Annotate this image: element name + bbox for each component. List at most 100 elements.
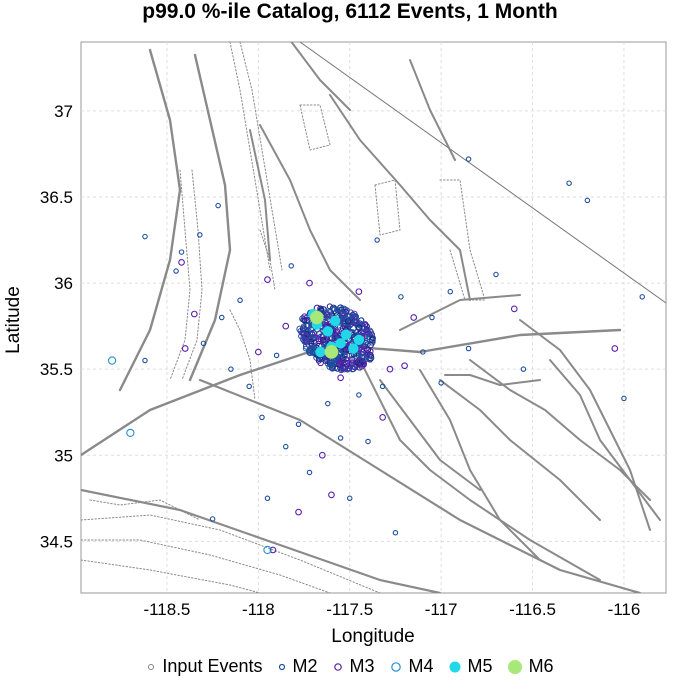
fault-dotted bbox=[81, 559, 261, 593]
data-point-m3 bbox=[318, 451, 326, 459]
legend-item-input-events: Input Events bbox=[146, 656, 263, 677]
cluster-point bbox=[367, 341, 374, 349]
data-point-m3 bbox=[306, 279, 313, 287]
fault-dotted bbox=[374, 179, 401, 236]
data-point-m3 bbox=[379, 414, 386, 421]
data-point-m3 bbox=[337, 374, 344, 382]
data-point-m5-top bbox=[322, 326, 333, 337]
m5-marker-icon bbox=[449, 661, 461, 672]
y-tick-label: 36.5 bbox=[40, 188, 73, 207]
legend-label: M6 bbox=[528, 656, 554, 676]
data-point-m5-top bbox=[329, 315, 341, 327]
data-point-m2 bbox=[520, 366, 527, 372]
data-point-m2 bbox=[264, 495, 271, 502]
legend: Input Events M2 M3 M4 M5 M6 bbox=[0, 656, 700, 677]
data-point-m6-top bbox=[324, 345, 339, 359]
legend-item-m2: M2 bbox=[277, 656, 318, 677]
cluster-point bbox=[356, 358, 362, 365]
data-point-m3 bbox=[355, 288, 363, 296]
data-point-m2 bbox=[306, 469, 313, 476]
data-point-m2 bbox=[465, 156, 472, 162]
cluster-point bbox=[367, 348, 374, 355]
x-tick-label: -116.5 bbox=[509, 600, 556, 619]
data-point-m2 bbox=[639, 294, 645, 300]
fault-dotted bbox=[229, 42, 271, 271]
data-point-m3 bbox=[178, 259, 185, 266]
legend-item-m6: M6 bbox=[507, 656, 554, 677]
legend-label: M2 bbox=[292, 656, 318, 676]
legend-label: Input Events bbox=[162, 656, 263, 676]
fault-dotted bbox=[181, 169, 203, 381]
data-point-m2 bbox=[237, 297, 243, 304]
data-point-m3 bbox=[401, 362, 408, 370]
cluster-point bbox=[301, 337, 309, 345]
fault-dotted bbox=[259, 229, 276, 291]
cluster-point bbox=[350, 365, 357, 373]
cluster-point bbox=[364, 352, 371, 359]
data-point-m2 bbox=[356, 392, 362, 398]
chart-title: p99.0 %-ile Catalog, 6112 Events, 1 Mont… bbox=[142, 0, 558, 23]
cluster-point bbox=[302, 316, 310, 324]
data-point-m2 bbox=[621, 395, 627, 402]
fault-line bbox=[329, 94, 471, 301]
cluster-point bbox=[340, 305, 348, 313]
legend-label: M5 bbox=[467, 656, 493, 676]
fault-line bbox=[409, 59, 456, 161]
data-point-m2 bbox=[566, 180, 572, 186]
legend-item-m4: M4 bbox=[389, 656, 434, 677]
data-point-m3 bbox=[269, 546, 277, 554]
fault-line bbox=[519, 319, 651, 531]
fault-line bbox=[118, 48, 182, 392]
cluster-point bbox=[340, 351, 348, 359]
cluster-point bbox=[351, 313, 358, 321]
x-axis-label: Longitude bbox=[331, 626, 414, 647]
data-point-m2 bbox=[465, 345, 472, 352]
data-point-m3 bbox=[295, 508, 302, 516]
data-point-m2 bbox=[493, 271, 499, 278]
x-tick-labels: -118.5 -118 -117.5 -117 -116.5 -116 bbox=[143, 600, 640, 619]
fault-line bbox=[188, 53, 232, 382]
cluster-point bbox=[319, 336, 327, 344]
legend-label: M3 bbox=[349, 656, 375, 676]
data-point-m2 bbox=[246, 383, 252, 390]
y-tick-labels: 37 36.5 36 35.5 35 34.5 bbox=[40, 102, 73, 551]
data-point-m3 bbox=[386, 365, 394, 373]
cluster-point bbox=[362, 356, 369, 363]
data-point-m3 bbox=[181, 345, 189, 352]
fault-line bbox=[549, 359, 661, 521]
data-point-m5-top bbox=[315, 346, 326, 358]
y-tick-label: 37 bbox=[54, 102, 73, 121]
data-point-m2 bbox=[259, 414, 265, 421]
data-point-m2 bbox=[420, 349, 426, 355]
data-point-m2 bbox=[438, 380, 444, 386]
fault-line bbox=[299, 42, 666, 304]
data-point-m3 bbox=[254, 348, 262, 356]
fault-dotted bbox=[89, 499, 201, 521]
fault-line bbox=[249, 129, 271, 261]
cluster-point bbox=[339, 312, 347, 319]
data-point-m2 bbox=[584, 197, 591, 204]
cluster-point bbox=[306, 349, 314, 357]
data-point-m2 bbox=[197, 232, 203, 238]
cluster-point bbox=[356, 324, 363, 332]
y-tick-label: 36 bbox=[54, 274, 73, 293]
fault-line bbox=[439, 379, 601, 521]
fault-line bbox=[419, 369, 541, 561]
data-point-m3 bbox=[282, 322, 290, 330]
x-tick-label: -118 bbox=[242, 600, 275, 619]
cluster-point bbox=[350, 314, 357, 322]
data-point-m3 bbox=[328, 491, 335, 499]
m3-marker-icon bbox=[333, 662, 342, 671]
cluster-point bbox=[302, 334, 308, 341]
data-point-m2 bbox=[392, 529, 399, 536]
x-tick-label: -117 bbox=[425, 600, 458, 619]
data-point-m5-top bbox=[335, 338, 346, 349]
fault-line bbox=[379, 379, 481, 491]
data-point-m2 bbox=[228, 366, 234, 372]
data-point-m5-top bbox=[340, 329, 352, 340]
cluster-point bbox=[303, 339, 310, 346]
data-point-m6-top bbox=[310, 310, 324, 325]
fault-line bbox=[290, 42, 351, 111]
data-point-m2 bbox=[379, 383, 386, 390]
x-tick-label: -116 bbox=[608, 600, 641, 619]
